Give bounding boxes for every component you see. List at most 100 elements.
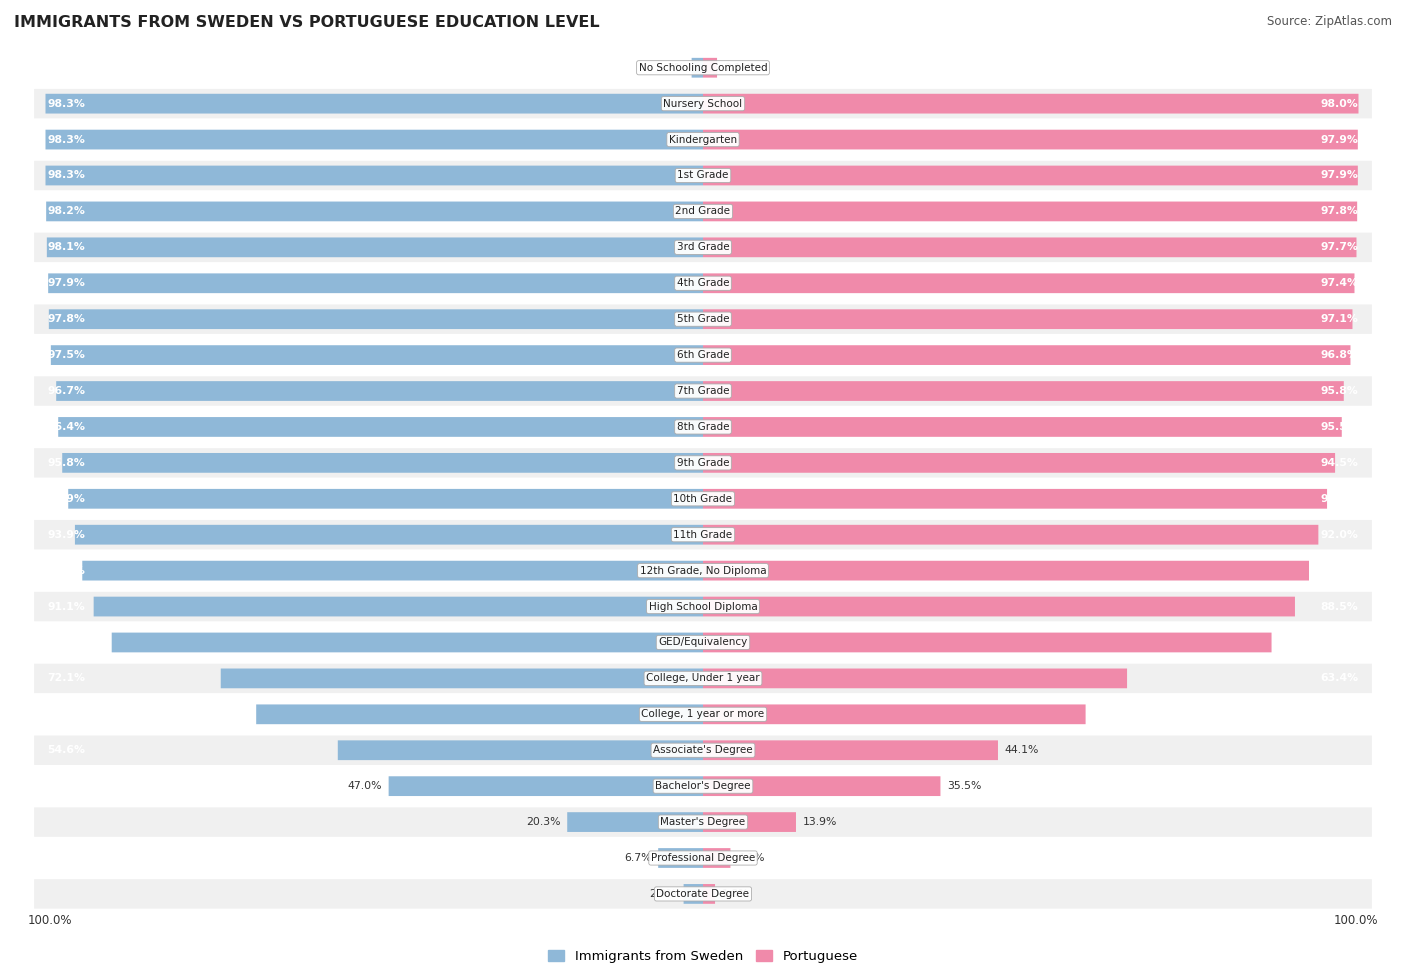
- FancyBboxPatch shape: [703, 345, 1351, 365]
- FancyBboxPatch shape: [703, 812, 796, 832]
- Text: 10th Grade: 10th Grade: [673, 493, 733, 504]
- Text: 1st Grade: 1st Grade: [678, 171, 728, 180]
- FancyBboxPatch shape: [703, 704, 1085, 724]
- Text: 95.8%: 95.8%: [48, 458, 86, 468]
- Text: 7th Grade: 7th Grade: [676, 386, 730, 396]
- FancyBboxPatch shape: [62, 453, 703, 473]
- FancyBboxPatch shape: [703, 238, 1357, 257]
- Text: 97.8%: 97.8%: [48, 314, 86, 324]
- Text: 3rd Grade: 3rd Grade: [676, 243, 730, 253]
- FancyBboxPatch shape: [337, 740, 703, 760]
- Text: 93.3%: 93.3%: [1320, 493, 1358, 504]
- Text: 63.4%: 63.4%: [1320, 674, 1358, 683]
- Text: 98.0%: 98.0%: [1320, 98, 1358, 108]
- Text: 91.1%: 91.1%: [48, 602, 86, 611]
- Text: 88.4%: 88.4%: [48, 638, 86, 647]
- FancyBboxPatch shape: [45, 130, 703, 149]
- FancyBboxPatch shape: [34, 879, 1372, 909]
- Text: 97.8%: 97.8%: [1320, 207, 1358, 216]
- FancyBboxPatch shape: [34, 843, 1372, 873]
- Text: 94.5%: 94.5%: [1320, 458, 1358, 468]
- Text: 96.4%: 96.4%: [48, 422, 86, 432]
- Text: 98.3%: 98.3%: [48, 171, 86, 180]
- FancyBboxPatch shape: [658, 848, 703, 868]
- Text: Associate's Degree: Associate's Degree: [654, 745, 752, 756]
- Text: 94.9%: 94.9%: [48, 493, 86, 504]
- FancyBboxPatch shape: [703, 597, 1295, 616]
- Text: Source: ZipAtlas.com: Source: ZipAtlas.com: [1267, 15, 1392, 27]
- FancyBboxPatch shape: [34, 771, 1372, 800]
- Text: 1.7%: 1.7%: [658, 62, 685, 73]
- FancyBboxPatch shape: [388, 776, 703, 796]
- FancyBboxPatch shape: [703, 848, 731, 868]
- FancyBboxPatch shape: [34, 304, 1372, 333]
- FancyBboxPatch shape: [34, 664, 1372, 693]
- Text: IMMIGRANTS FROM SWEDEN VS PORTUGUESE EDUCATION LEVEL: IMMIGRANTS FROM SWEDEN VS PORTUGUESE EDU…: [14, 15, 600, 29]
- Text: 66.8%: 66.8%: [48, 710, 86, 720]
- FancyBboxPatch shape: [34, 556, 1372, 585]
- Text: 88.5%: 88.5%: [1320, 602, 1358, 611]
- FancyBboxPatch shape: [703, 776, 941, 796]
- Text: 90.6%: 90.6%: [1320, 566, 1358, 575]
- FancyBboxPatch shape: [34, 233, 1372, 262]
- Text: 97.7%: 97.7%: [1320, 243, 1358, 253]
- FancyBboxPatch shape: [703, 130, 1358, 149]
- FancyBboxPatch shape: [567, 812, 703, 832]
- FancyBboxPatch shape: [34, 197, 1372, 226]
- FancyBboxPatch shape: [703, 453, 1336, 473]
- Text: 95.5%: 95.5%: [1320, 422, 1358, 432]
- Text: 98.3%: 98.3%: [48, 135, 86, 144]
- FancyBboxPatch shape: [34, 125, 1372, 154]
- FancyBboxPatch shape: [34, 807, 1372, 837]
- FancyBboxPatch shape: [683, 884, 703, 904]
- FancyBboxPatch shape: [34, 520, 1372, 550]
- Text: 97.5%: 97.5%: [48, 350, 86, 360]
- Text: High School Diploma: High School Diploma: [648, 602, 758, 611]
- Text: 4.1%: 4.1%: [737, 853, 765, 863]
- FancyBboxPatch shape: [703, 94, 1358, 113]
- Text: Kindergarten: Kindergarten: [669, 135, 737, 144]
- FancyBboxPatch shape: [34, 340, 1372, 370]
- FancyBboxPatch shape: [692, 58, 703, 78]
- FancyBboxPatch shape: [83, 561, 703, 580]
- Text: 8th Grade: 8th Grade: [676, 422, 730, 432]
- FancyBboxPatch shape: [34, 484, 1372, 514]
- Text: GED/Equivalency: GED/Equivalency: [658, 638, 748, 647]
- Text: 100.0%: 100.0%: [1334, 915, 1378, 927]
- Text: 13.9%: 13.9%: [803, 817, 837, 827]
- FancyBboxPatch shape: [45, 166, 703, 185]
- FancyBboxPatch shape: [94, 597, 703, 616]
- Text: 100.0%: 100.0%: [28, 915, 72, 927]
- Text: 1.8%: 1.8%: [721, 889, 749, 899]
- FancyBboxPatch shape: [56, 381, 703, 401]
- FancyBboxPatch shape: [703, 633, 1271, 652]
- FancyBboxPatch shape: [34, 735, 1372, 765]
- FancyBboxPatch shape: [46, 238, 703, 257]
- Legend: Immigrants from Sweden, Portuguese: Immigrants from Sweden, Portuguese: [543, 945, 863, 968]
- Text: 2.1%: 2.1%: [724, 62, 751, 73]
- FancyBboxPatch shape: [48, 273, 703, 293]
- FancyBboxPatch shape: [111, 633, 703, 652]
- Text: 97.9%: 97.9%: [48, 278, 86, 289]
- FancyBboxPatch shape: [703, 166, 1358, 185]
- Text: 97.9%: 97.9%: [1320, 135, 1358, 144]
- Text: 35.5%: 35.5%: [948, 781, 981, 791]
- Text: 57.2%: 57.2%: [1320, 710, 1358, 720]
- FancyBboxPatch shape: [34, 592, 1372, 621]
- Text: 47.0%: 47.0%: [347, 781, 382, 791]
- FancyBboxPatch shape: [703, 488, 1327, 509]
- FancyBboxPatch shape: [34, 376, 1372, 406]
- Text: Bachelor's Degree: Bachelor's Degree: [655, 781, 751, 791]
- FancyBboxPatch shape: [34, 412, 1372, 442]
- Text: 20.3%: 20.3%: [526, 817, 561, 827]
- Text: College, 1 year or more: College, 1 year or more: [641, 710, 765, 720]
- FancyBboxPatch shape: [69, 488, 703, 509]
- Text: 44.1%: 44.1%: [1005, 745, 1039, 756]
- FancyBboxPatch shape: [75, 525, 703, 545]
- FancyBboxPatch shape: [34, 268, 1372, 298]
- Text: 96.7%: 96.7%: [48, 386, 86, 396]
- FancyBboxPatch shape: [703, 525, 1319, 545]
- FancyBboxPatch shape: [45, 94, 703, 113]
- Text: 85.0%: 85.0%: [1320, 638, 1358, 647]
- FancyBboxPatch shape: [703, 561, 1309, 580]
